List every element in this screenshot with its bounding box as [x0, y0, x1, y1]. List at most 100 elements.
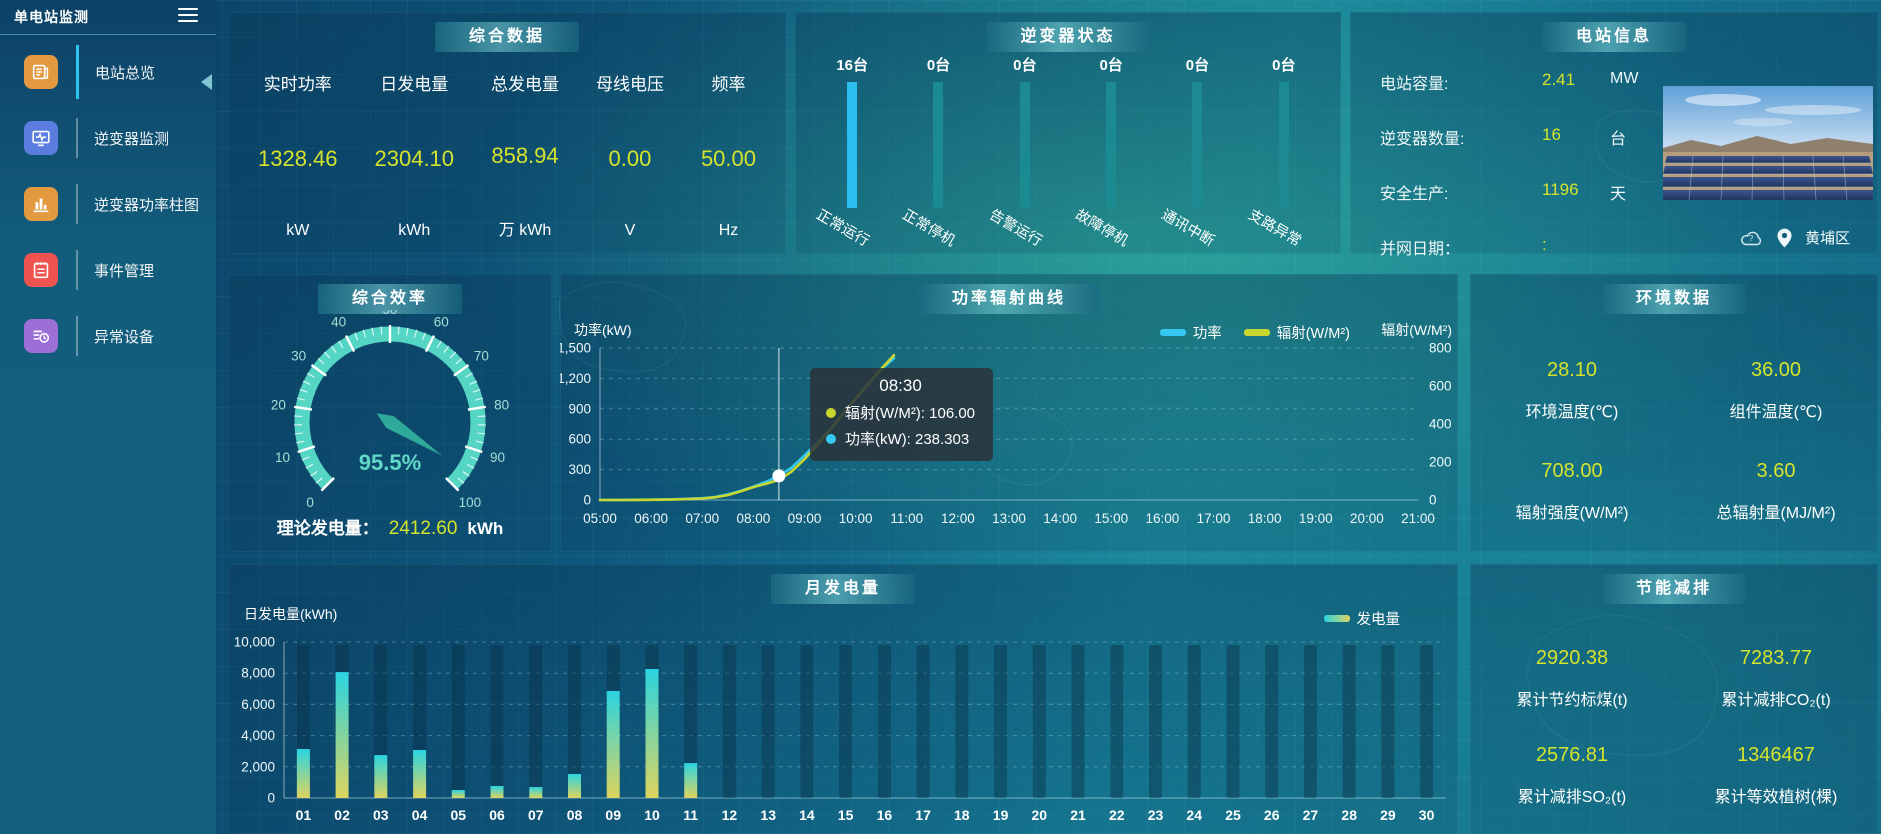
bar-background	[1110, 645, 1124, 798]
svg-text:05:00: 05:00	[583, 511, 617, 526]
tooltip-text: 功率(kW): 238.303	[845, 431, 970, 448]
environment-item-label: 环境温度(℃)	[1525, 404, 1619, 421]
panel-environment-data: 环境数据 28.10 环境温度(℃) 36.00 组件温度(℃) 708.00 辐射强度(…	[1470, 274, 1878, 552]
svg-text:400: 400	[1429, 417, 1452, 432]
theory-generation-row: 理论发电量： 2412.60 kWh	[228, 514, 552, 540]
panel-monthly-generation: 月发电量 日发电量(kWh) 发电量 10,000 8,000 6,000 4,000…	[228, 564, 1458, 834]
gauge-tick-label: 0	[306, 495, 314, 510]
metric-label: 总发电量	[491, 75, 559, 94]
svg-text:05: 05	[451, 807, 467, 823]
sidebar-item-indicator	[76, 316, 78, 356]
sidebar-item-label: 异常设备	[94, 328, 155, 346]
bar-background	[722, 645, 736, 798]
bar-day-06	[490, 786, 504, 798]
energy-saving-item: 2920.38 累计节约标煤(t)	[1470, 630, 1674, 727]
svg-text:22: 22	[1109, 807, 1125, 823]
station-info-value: 2.41	[1542, 70, 1576, 89]
sidebar-item-2[interactable]: 逆变器监测	[0, 109, 216, 167]
environment-item-value: 3.60	[1756, 460, 1796, 482]
svg-text:09: 09	[605, 807, 621, 823]
sidebar-item-4[interactable]: 事件管理	[0, 241, 216, 299]
sidebar-item-label: 逆变器监测	[94, 130, 170, 148]
svg-text:24: 24	[1186, 807, 1202, 823]
bar-day-04	[413, 750, 427, 798]
metric-label: 实时功率	[263, 75, 332, 94]
inverter-status-bar	[847, 82, 858, 208]
sidebar-item-5[interactable]: 异常设备	[0, 307, 216, 365]
inverter-status-label: 支路异常	[1245, 206, 1304, 250]
panel-title-energy-saving: 节能减排	[1601, 574, 1747, 604]
sidebar-item-3[interactable]: 逆变器功率柱图	[0, 175, 216, 233]
location-pin-icon[interactable]	[1777, 228, 1792, 248]
energy-saving-item-value: 2920.38	[1535, 647, 1609, 669]
monthly-generation-chart-plot[interactable]: 10,000 8,000 6,000 4,000 2,000 0 01 02 03 04 05 06 0…	[228, 564, 1458, 834]
bar-day-01	[296, 749, 310, 798]
bar-background	[1420, 645, 1434, 798]
metric-value: 858.94	[491, 142, 559, 168]
metric-unit: V	[624, 222, 636, 239]
sidebar-item-indicator	[76, 184, 78, 224]
svg-text:18: 18	[954, 807, 970, 823]
metric-unit: kWh	[398, 222, 431, 239]
svg-text:17: 17	[915, 807, 931, 823]
abnormal-device-icon	[24, 319, 58, 353]
station-info-row: 安全生产: 1196 天	[1380, 180, 1638, 235]
station-photo	[1663, 86, 1873, 200]
svg-text:10,000: 10,000	[234, 635, 275, 650]
environment-item-label: 组件温度(℃)	[1729, 404, 1823, 421]
environment-grid: 28.10 环境温度(℃) 36.00 组件温度(℃) 708.00 辐射强度(W/M²)…	[1470, 340, 1878, 542]
sidebar-menu: 电站总览逆变器监测逆变器功率柱图 事件管理异常设备	[0, 43, 216, 365]
bar-day-09	[606, 691, 620, 798]
legend-swatch	[1243, 329, 1270, 336]
legend-item-辐射(W/M²)[interactable]: 辐射(W/M²)	[1243, 322, 1350, 343]
inverter-count: 0台	[1272, 57, 1296, 74]
bar-background	[1071, 645, 1085, 798]
legend-item-功率[interactable]: 功率	[1159, 322, 1222, 343]
hamburger-menu-icon[interactable]	[178, 8, 198, 24]
bar-background	[1342, 645, 1356, 798]
panel-title-efficiency: 综合效率	[317, 284, 463, 314]
summary-metric: 总发电量 858.94 万 kWh	[491, 70, 559, 240]
tooltip-text: 辐射(W/M²): 106.00	[845, 405, 976, 422]
svg-text:06:00: 06:00	[634, 511, 668, 526]
energy-saving-item-value: 2576.81	[1535, 744, 1609, 766]
station-info-value: 16	[1542, 125, 1561, 144]
svg-text:10:00: 10:00	[839, 511, 873, 526]
svg-text:600: 600	[1429, 379, 1452, 394]
weather-cloud-icon[interactable]: ?	[1740, 229, 1764, 246]
inverter-status-bar	[1192, 82, 1203, 208]
inverter-status-column: 0台 故障停机	[1068, 54, 1154, 254]
station-info-rows: 电站容量: 2.41 MW 逆变器数量: 16 台安全生产: 1196 天并网日期：:	[1380, 70, 1638, 290]
bar-chart-legend[interactable]: 发电量	[1323, 608, 1400, 629]
svg-text:21: 21	[1070, 807, 1086, 823]
bar-background	[451, 645, 465, 798]
metric-unit: kW	[286, 222, 310, 239]
power-radiation-chart-plot[interactable]: 1,500 1,200 900 600 300 0 800 600 400 200 0 05:00 06…	[560, 274, 1458, 552]
station-location: 黄埔区	[1804, 230, 1850, 247]
svg-text:19: 19	[993, 807, 1009, 823]
station-info-value: :	[1542, 235, 1547, 254]
sidebar-collapse-arrow-icon[interactable]	[201, 74, 212, 90]
metric-value: 1328.46	[258, 145, 338, 171]
svg-text:14:00: 14:00	[1043, 511, 1077, 526]
gauge-tick-label: 30	[291, 349, 306, 364]
gauge-tick-label: 70	[474, 349, 489, 364]
inverter-status-label: 正常运行	[813, 206, 872, 250]
gauge-tick-label: 60	[434, 314, 449, 329]
bar-background	[684, 645, 698, 798]
sidebar-item-indicator	[76, 250, 78, 290]
sidebar-item-1[interactable]: 电站总览	[0, 43, 216, 101]
theory-generation-unit: kWh	[467, 519, 504, 538]
inverter-count: 0台	[1185, 57, 1210, 74]
metric-label: 频率	[711, 75, 746, 94]
energy-saving-item-label: 累计减排CO₂(t)	[1721, 692, 1831, 709]
panel-summary-data: 综合数据 实时功率 1328.46 kW 日发电量 2304.10 kWh 总发电量 858.…	[228, 12, 786, 254]
legend-swatch	[1159, 329, 1186, 336]
line-chart-legend: 功率 辐射(W/M²)	[1159, 322, 1350, 343]
panel-efficiency: 综合效率 0 10 20 30 40 50 60 70 80 90 100 95.5% 理论发电量： …	[228, 274, 552, 552]
panel-inverter-status: 逆变器状态 16台 正常运行 0台 正常停机 0台 告警运行 0台 故障停机 0台 通讯中断 0台支…	[795, 12, 1341, 254]
sidebar-item-indicator	[76, 118, 78, 158]
svg-text:0: 0	[267, 791, 275, 806]
svg-text:27: 27	[1303, 807, 1319, 823]
inverter-status-column: 16台 正常运行	[809, 54, 895, 254]
